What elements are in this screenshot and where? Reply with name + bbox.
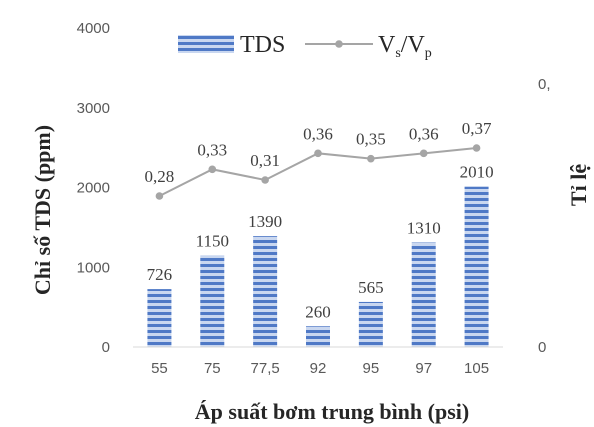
x-tick-label: 97 — [415, 360, 432, 377]
y2-tick-label: 0 — [538, 339, 546, 356]
y-tick-label: 2000 — [77, 180, 110, 197]
y2-axis-ticks: 0 0, — [538, 76, 551, 356]
bar-data-labels: 726 1150 1390 260 565 1310 2010 — [147, 163, 494, 322]
ratio-label-75: 0,33 — [197, 140, 227, 159]
y-tick-label: 3000 — [77, 100, 110, 117]
ratio-label-105: 0,37 — [462, 119, 492, 138]
legend: TDS Vs/Vp — [178, 32, 432, 61]
ratio-point-105 — [472, 144, 481, 152]
bar-label-75: 1150 — [196, 231, 229, 250]
y-tick-label: 4000 — [77, 20, 110, 37]
bar-95 — [358, 301, 383, 347]
y-tick-label: 1000 — [77, 259, 110, 276]
bar-label-95: 565 — [358, 278, 384, 297]
x-tick-label: 55 — [151, 360, 168, 377]
ratio-point-55 — [155, 192, 164, 200]
bar-label-55: 726 — [147, 265, 173, 284]
ratio-label-95: 0,35 — [356, 130, 386, 149]
x-tick-label: 92 — [310, 360, 327, 377]
bar-55 — [147, 289, 172, 347]
x-axis-ticks: 55 75 77,5 92 95 97 105 — [151, 360, 489, 377]
legend-label-tds: TDS — [240, 32, 285, 58]
bar-97 — [411, 242, 436, 347]
ratio-point-97 — [419, 149, 428, 158]
ratio-point-75 — [208, 165, 217, 174]
y-tick-label: 0 — [102, 339, 110, 356]
ratio-point-95 — [367, 154, 375, 163]
x-tick-label: 77,5 — [251, 360, 280, 377]
bar-label-77,5: 1390 — [248, 212, 282, 231]
ratio-point-92 — [314, 149, 322, 158]
bar-label-92: 260 — [305, 302, 331, 321]
line-series-ratio — [155, 144, 481, 200]
legend-swatch-tds — [178, 35, 234, 53]
x-tick-label: 105 — [464, 360, 489, 377]
line-data-labels: 0,28 0,33 0,31 0,36 0,35 0,36 0,37 — [145, 119, 492, 186]
bar-92 — [306, 326, 330, 347]
bar-series-tds — [147, 186, 489, 347]
x-tick-label: 95 — [363, 360, 380, 377]
legend-swatch-ratio-marker — [335, 40, 343, 48]
ratio-label-92: 0,36 — [303, 124, 333, 143]
x-axis-title: Áp suất bơm trung bình (psi) — [195, 399, 469, 424]
y-axis-title: Chỉ số TDS (ppm) — [30, 125, 55, 295]
bar-label-97: 1310 — [407, 219, 441, 238]
legend-label-ratio: Vs/Vp — [378, 32, 432, 61]
y2-axis-title: Tỉ lệ — [566, 164, 591, 206]
y2-tick-label: 0, — [538, 76, 551, 93]
ratio-label-97: 0,36 — [409, 124, 439, 143]
ratio-point-77,5 — [261, 176, 269, 184]
ratio-label-77,5: 0,31 — [250, 151, 280, 170]
x-tick-label: 75 — [204, 360, 221, 377]
bar-77,5 — [253, 236, 278, 347]
ratio-label-55: 0,28 — [145, 167, 175, 186]
y-axis-ticks: 0 1000 2000 3000 4000 — [77, 20, 110, 356]
bar-105 — [464, 186, 489, 347]
bar-75 — [200, 255, 225, 347]
bar-label-105: 2010 — [460, 163, 494, 182]
